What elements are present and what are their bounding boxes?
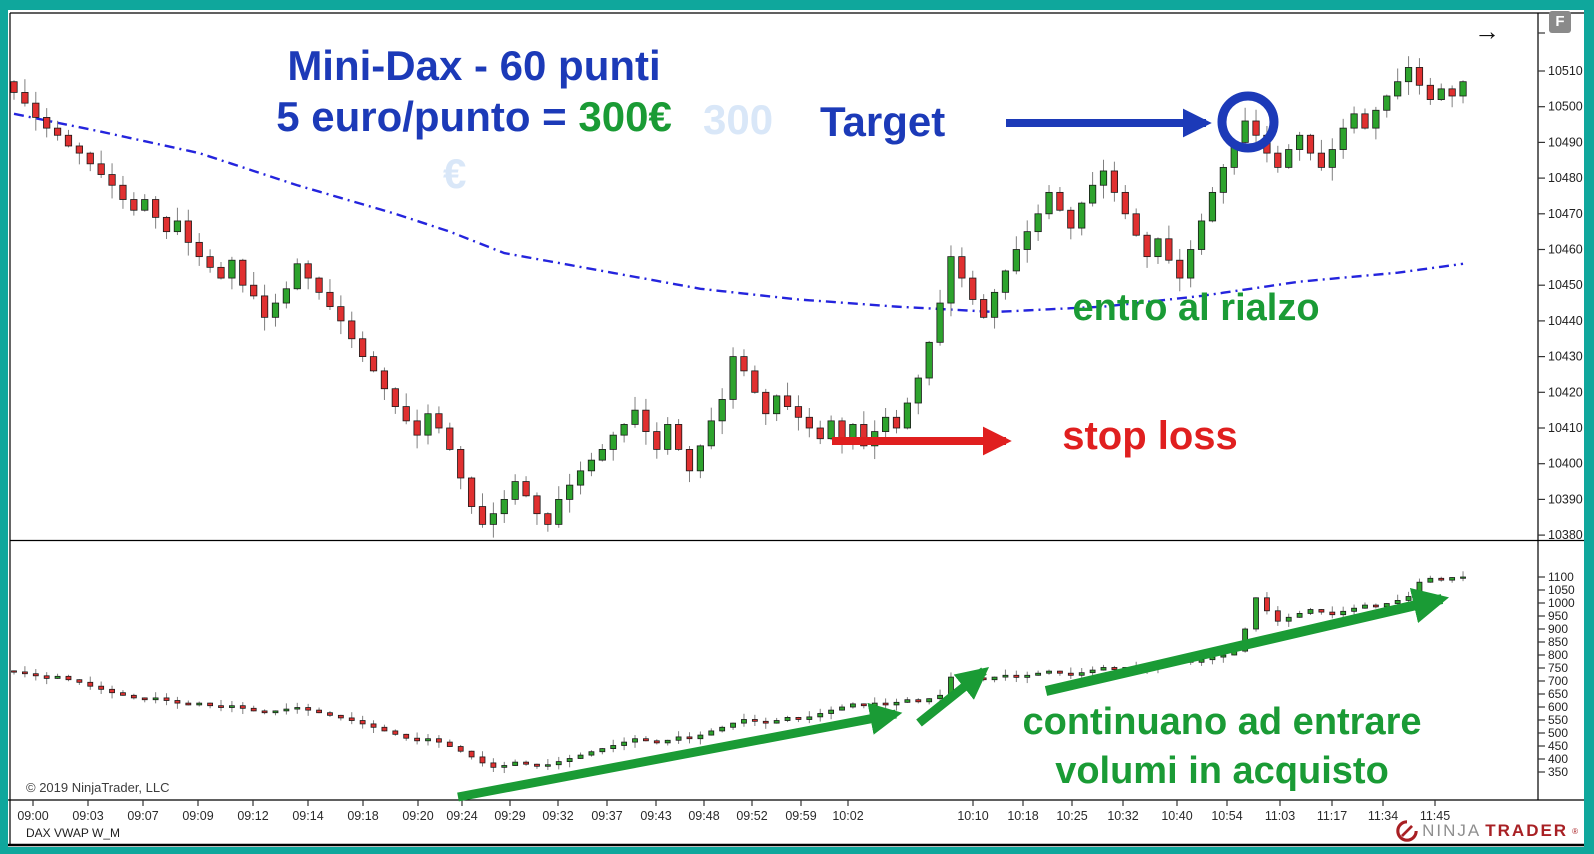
time-axis-label: 09:32	[542, 809, 573, 823]
time-axis-label: 10:18	[1007, 809, 1038, 823]
time-axis-label: 09:20	[402, 809, 433, 823]
volume-axis-label: 900	[1548, 622, 1568, 636]
ninjatrader-logo-icon	[1396, 820, 1418, 842]
price-axis-label: 10410	[1548, 421, 1583, 435]
time-axis-label: 09:12	[237, 809, 268, 823]
volume-trend-arrow-1	[457, 702, 903, 802]
title-line1: Mini-Dax - 60 punti	[287, 42, 661, 89]
logo-trader-text: TRADER	[1485, 821, 1569, 840]
price-axis-label: 10440	[1548, 314, 1583, 328]
price-axis-label: 10450	[1548, 278, 1583, 292]
volume-trend-arrow-3	[1044, 587, 1450, 696]
indicator-label: DAX VWAP W_M	[26, 826, 121, 840]
copyright-text: © 2019 NinjaTrader, LLC	[26, 780, 170, 795]
time-axis-label: 10:25	[1056, 809, 1087, 823]
volume-axis-label: 1100	[1548, 570, 1574, 584]
price-axis-label: 10470	[1548, 207, 1583, 221]
price-axis-label: 10490	[1548, 135, 1583, 149]
time-axis-label: 09:18	[347, 809, 378, 823]
price-axis-label: 10460	[1548, 243, 1583, 257]
time-axis-label: 09:00	[17, 809, 48, 823]
ninjatrader-logo: NINJA TRADER ®	[1396, 820, 1578, 842]
time-axis-label: 10:40	[1161, 809, 1192, 823]
volume-axis-label: 600	[1548, 700, 1568, 714]
volume-axis-label: 450	[1548, 739, 1568, 753]
time-axis-label: 09:07	[127, 809, 158, 823]
price-axis-label: 10510	[1548, 64, 1583, 78]
time-axis-label: 09:59	[785, 809, 816, 823]
volume-trend-arrow-2	[916, 666, 990, 727]
chart-title-annotation: Mini-Dax - 60 punti 5 euro/punto = 300€	[234, 40, 714, 142]
time-axis-label: 09:52	[736, 809, 767, 823]
price-axis-label: 10480	[1548, 171, 1583, 185]
time-axis-label: 09:29	[494, 809, 525, 823]
volume-axis-label: 850	[1548, 635, 1568, 649]
entry-annotation: entro al rialzo	[1072, 287, 1320, 329]
price-axis-label: 10400	[1548, 457, 1583, 471]
volume-axis-label: 1050	[1548, 583, 1575, 597]
volume-axis-label: 750	[1548, 661, 1568, 675]
volume-annotation-line1: continuano ad entrare	[1022, 701, 1422, 743]
stop-loss-annotation: stop loss	[1062, 414, 1238, 458]
volume-axis-label: 650	[1548, 687, 1568, 701]
time-axis-label: 11:34	[1368, 809, 1398, 823]
volume-axis-label: 500	[1548, 726, 1568, 740]
time-axis-label: 09:24	[446, 809, 477, 823]
time-axis-label: 09:03	[72, 809, 103, 823]
volume-axis-label: 800	[1548, 648, 1568, 662]
logo-ninja-text: NINJA	[1422, 821, 1482, 840]
volume-annotation-line2: volumi in acquisto	[1055, 750, 1389, 792]
time-axis-label: 09:43	[640, 809, 671, 823]
time-axis-label: 11:45	[1420, 809, 1450, 823]
time-axis-label: 09:14	[292, 809, 323, 823]
price-axis-label: 10420	[1548, 385, 1583, 399]
time-axis-label: 10:54	[1211, 809, 1242, 823]
price-axis-label: 10380	[1548, 528, 1583, 542]
volume-axis-label: 950	[1548, 609, 1568, 623]
volume-axis-label: 550	[1548, 713, 1568, 727]
volume-axis-label: 350	[1548, 765, 1568, 779]
price-candles	[10, 56, 1467, 538]
time-axis-label: 11:17	[1317, 809, 1347, 823]
volume-axis-label: 700	[1548, 674, 1568, 688]
watermark-300: 300	[703, 96, 774, 143]
target-annotation: Target	[820, 98, 946, 145]
volume-annotation: continuano ad entrare volumi in acquisto	[962, 698, 1482, 796]
volume-axis-label: 1000	[1548, 596, 1575, 610]
volume-candles	[11, 571, 1466, 774]
price-axis-label: 10500	[1548, 100, 1583, 114]
title-profit-value: 300€	[578, 93, 672, 140]
vwap-line	[13, 112, 1464, 314]
time-axis-label: 09:37	[591, 809, 622, 823]
watermark-euro: €	[443, 150, 467, 197]
target-circle	[1217, 91, 1279, 153]
title-line2: 5 euro/punto = 300€	[276, 93, 672, 140]
logo-registered-mark: ®	[1572, 826, 1578, 836]
price-axis-label: 10390	[1548, 492, 1583, 506]
volume-axis-label: 400	[1548, 752, 1568, 766]
time-axis-label: 10:32	[1107, 809, 1138, 823]
pan-right-arrow-icon: →	[1474, 16, 1500, 46]
time-axis-label: 10:02	[832, 809, 863, 823]
price-axis-label: 10430	[1548, 350, 1583, 364]
chart-trader-button[interactable]: F	[1549, 11, 1571, 33]
time-axis-label: 09:48	[688, 809, 719, 823]
time-axis-label: 09:09	[182, 809, 213, 823]
time-axis-label: 11:03	[1265, 809, 1295, 823]
time-axis-label: 10:10	[957, 809, 988, 823]
